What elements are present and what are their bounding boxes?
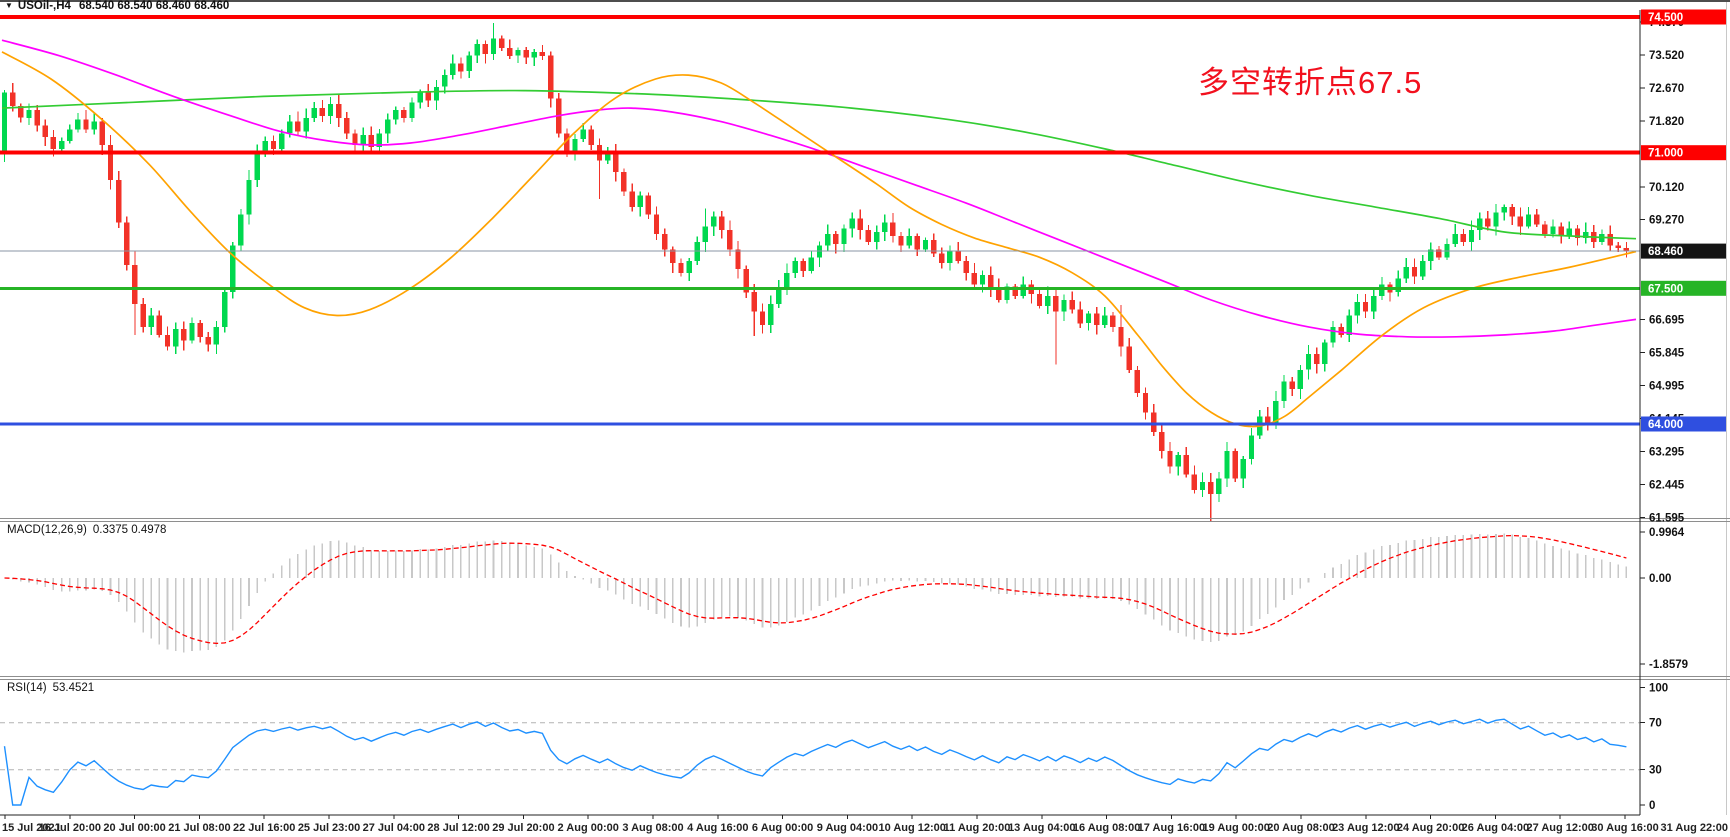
price-badges: 74.500 71.000 68.460 67.500 64.000: [1641, 9, 1726, 432]
svg-text:2 Aug 00:00: 2 Aug 00:00: [558, 822, 619, 834]
svg-text:0.00: 0.00: [1649, 573, 1671, 585]
svg-text:70: 70: [1649, 718, 1662, 730]
annotation-text: 多空转折点67.5: [1198, 65, 1423, 100]
svg-text:10 Aug 12:00: 10 Aug 12:00: [878, 822, 945, 834]
svg-text:3 Aug 08:00: 3 Aug 08:00: [622, 822, 683, 834]
svg-text:64.995: 64.995: [1649, 381, 1685, 393]
svg-text:70.120: 70.120: [1649, 182, 1684, 194]
rsi-name: RSI(14): [7, 682, 47, 694]
macd-histogram: [11, 533, 1628, 653]
svg-text:25 Jul 23:00: 25 Jul 23:00: [298, 822, 360, 834]
svg-text:19 Aug 00:00: 19 Aug 00:00: [1202, 822, 1269, 834]
svg-text:30: 30: [1649, 765, 1662, 777]
svg-text:11 Aug 20:00: 11 Aug 20:00: [944, 822, 1011, 834]
svg-text:27 Jul 04:00: 27 Jul 04:00: [363, 822, 425, 834]
svg-text:9 Aug 04:00: 9 Aug 04:00: [817, 822, 878, 834]
svg-text:63.295: 63.295: [1649, 446, 1685, 458]
svg-text:24 Aug 20:00: 24 Aug 20:00: [1397, 822, 1464, 834]
macd-signal-line: [4, 534, 1627, 645]
candlestick-series: [1, 23, 1630, 523]
macd-name: MACD(12,26,9): [7, 524, 87, 536]
svg-text:-1.8579: -1.8579: [1649, 659, 1688, 671]
rsi-line: [3, 718, 1627, 806]
chevron-down-icon[interactable]: ▼: [5, 1, 13, 10]
svg-text:20 Jul 00:00: 20 Jul 00:00: [103, 822, 165, 834]
svg-text:73.520: 73.520: [1649, 50, 1684, 62]
horizontal-level-lines: [0, 15, 1640, 426]
svg-text:28 Jul 12:00: 28 Jul 12:00: [427, 822, 489, 834]
svg-text:31 Aug 22:00: 31 Aug 22:00: [1661, 822, 1728, 834]
ohlc-values: 68.540 68.540 68.460 68.460: [78, 0, 230, 12]
ma-slow-green: [1, 89, 1637, 240]
svg-text:61.595: 61.595: [1649, 512, 1685, 524]
svg-text:69.270: 69.270: [1649, 215, 1684, 227]
svg-text:67.500: 67.500: [1648, 283, 1683, 295]
svg-text:22 Jul 16:00: 22 Jul 16:00: [233, 822, 295, 834]
svg-text:72.670: 72.670: [1649, 83, 1684, 95]
svg-text:68.460: 68.460: [1648, 246, 1683, 258]
svg-text:20 Aug 08:00: 20 Aug 08:00: [1267, 822, 1334, 834]
ma-fast-orange: [1, 51, 1637, 428]
svg-text:6 Aug 00:00: 6 Aug 00:00: [752, 822, 813, 834]
svg-text:29 Jul 20:00: 29 Jul 20:00: [492, 822, 554, 834]
svg-text:71.000: 71.000: [1648, 148, 1683, 160]
svg-text:15 Jul 2021: 15 Jul 2021: [2, 822, 61, 834]
svg-text:13 Aug 04:00: 13 Aug 04:00: [1008, 822, 1075, 834]
svg-text:62.445: 62.445: [1649, 479, 1685, 491]
svg-text:74.500: 74.500: [1648, 12, 1683, 24]
svg-text:64.000: 64.000: [1648, 419, 1683, 431]
svg-text:4 Aug 16:00: 4 Aug 16:00: [687, 822, 748, 834]
symbol-timeframe-label: USOil-,H4: [17, 0, 71, 12]
svg-text:65.845: 65.845: [1649, 348, 1685, 360]
svg-text:26 Aug 04:00: 26 Aug 04:00: [1462, 822, 1529, 834]
rsi-value: 53.4521: [52, 682, 95, 694]
svg-text:27 Aug 12:00: 27 Aug 12:00: [1526, 822, 1593, 834]
svg-text:71.820: 71.820: [1649, 116, 1684, 128]
macd-indicator-label: MACD(12,26,9) 0.3375 0.4978: [7, 524, 166, 536]
svg-text:21 Jul 08:00: 21 Jul 08:00: [168, 822, 230, 834]
rsi-levels: [0, 722, 1640, 771]
svg-text:0.9964: 0.9964: [1649, 527, 1685, 539]
svg-text:0: 0: [1649, 800, 1655, 812]
svg-text:66.695: 66.695: [1649, 315, 1685, 327]
svg-text:23 Aug 12:00: 23 Aug 12:00: [1332, 822, 1399, 834]
rsi-indicator-label: RSI(14) 53.4521: [7, 682, 94, 694]
svg-text:16 Jul 20:00: 16 Jul 20:00: [39, 822, 101, 834]
svg-text:16 Aug 08:00: 16 Aug 08:00: [1073, 822, 1140, 834]
svg-text:17 Aug 16:00: 17 Aug 16:00: [1138, 822, 1205, 834]
price-axis: [0, 10, 1641, 816]
svg-text:100: 100: [1649, 683, 1668, 695]
chart-title: ▼ USOil-,H4 68.540 68.540 68.460 68.460: [5, 0, 229, 12]
macd-values: 0.3375 0.4978: [92, 524, 167, 536]
svg-text:30 Aug 16:00: 30 Aug 16:00: [1591, 822, 1658, 834]
